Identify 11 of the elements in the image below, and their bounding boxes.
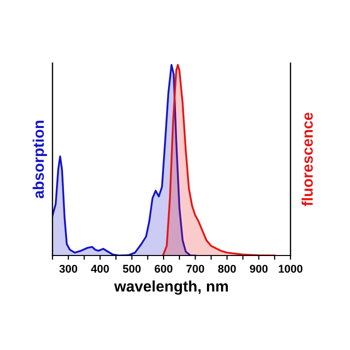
y-axis-title: absorption	[32, 120, 47, 198]
x-tick-label: 800	[218, 264, 236, 273]
x-tick-label: 900	[250, 264, 268, 273]
x-tick-label: 1000	[278, 264, 302, 273]
x-axis-title: wavelength, nm	[114, 280, 228, 295]
y2-axis-title: fluorescence	[302, 112, 313, 206]
x-tick-label: 600	[154, 264, 172, 273]
x-tick-label: 300	[59, 264, 78, 273]
x-tick-label: 700	[186, 264, 204, 273]
x-tick-label: 500	[122, 264, 141, 273]
x-tick-label: 400	[91, 264, 109, 273]
